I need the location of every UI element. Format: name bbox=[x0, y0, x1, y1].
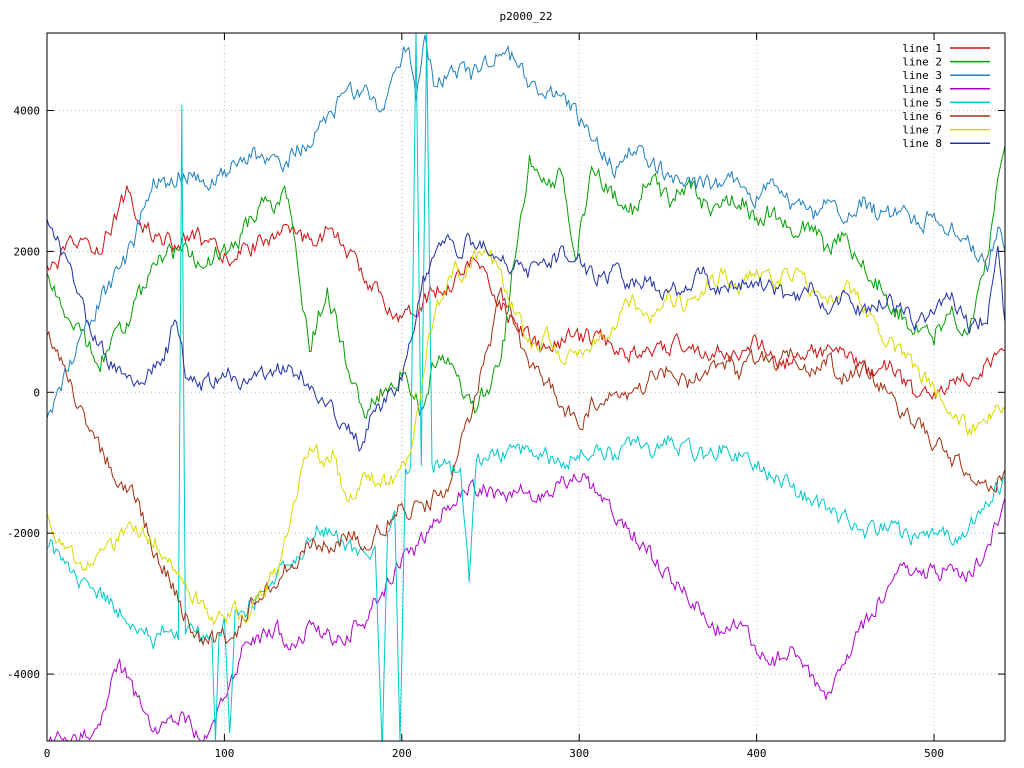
legend-label-line-2: line 2 bbox=[902, 56, 942, 69]
series-line-4 bbox=[48, 472, 1005, 741]
ytick-label: 2000 bbox=[14, 245, 41, 258]
series-line-1 bbox=[47, 185, 1005, 401]
series-line-8 bbox=[47, 219, 1005, 452]
xtick-label: 100 bbox=[214, 747, 234, 760]
legend-label-line-3: line 3 bbox=[902, 69, 942, 82]
chart-title: p2000_22 bbox=[500, 10, 553, 23]
series-line-3 bbox=[47, 34, 1005, 419]
series-line-6 bbox=[47, 287, 1005, 647]
series-line-7 bbox=[47, 248, 1005, 626]
legend-label-line-6: line 6 bbox=[902, 110, 942, 123]
ytick-label: -2000 bbox=[7, 527, 40, 540]
ytick-label: -4000 bbox=[7, 668, 40, 681]
xtick-label: 200 bbox=[392, 747, 412, 760]
xtick-label: 300 bbox=[569, 747, 589, 760]
legend-label-line-1: line 1 bbox=[902, 42, 942, 55]
plot-border bbox=[46, 32, 1006, 742]
ytick-label: 0 bbox=[33, 386, 40, 399]
series-line-2 bbox=[47, 145, 1005, 419]
legend-label-line-5: line 5 bbox=[902, 96, 942, 109]
series-line-5 bbox=[47, 33, 1005, 741]
xtick-label: 0 bbox=[44, 747, 51, 760]
ytick-label: 4000 bbox=[14, 104, 41, 117]
xtick-label: 400 bbox=[747, 747, 767, 760]
legend-label-line-7: line 7 bbox=[902, 124, 942, 137]
legend-label-line-8: line 8 bbox=[902, 137, 942, 150]
xtick-label: 500 bbox=[924, 747, 944, 760]
legend-label-line-4: line 4 bbox=[902, 83, 942, 96]
